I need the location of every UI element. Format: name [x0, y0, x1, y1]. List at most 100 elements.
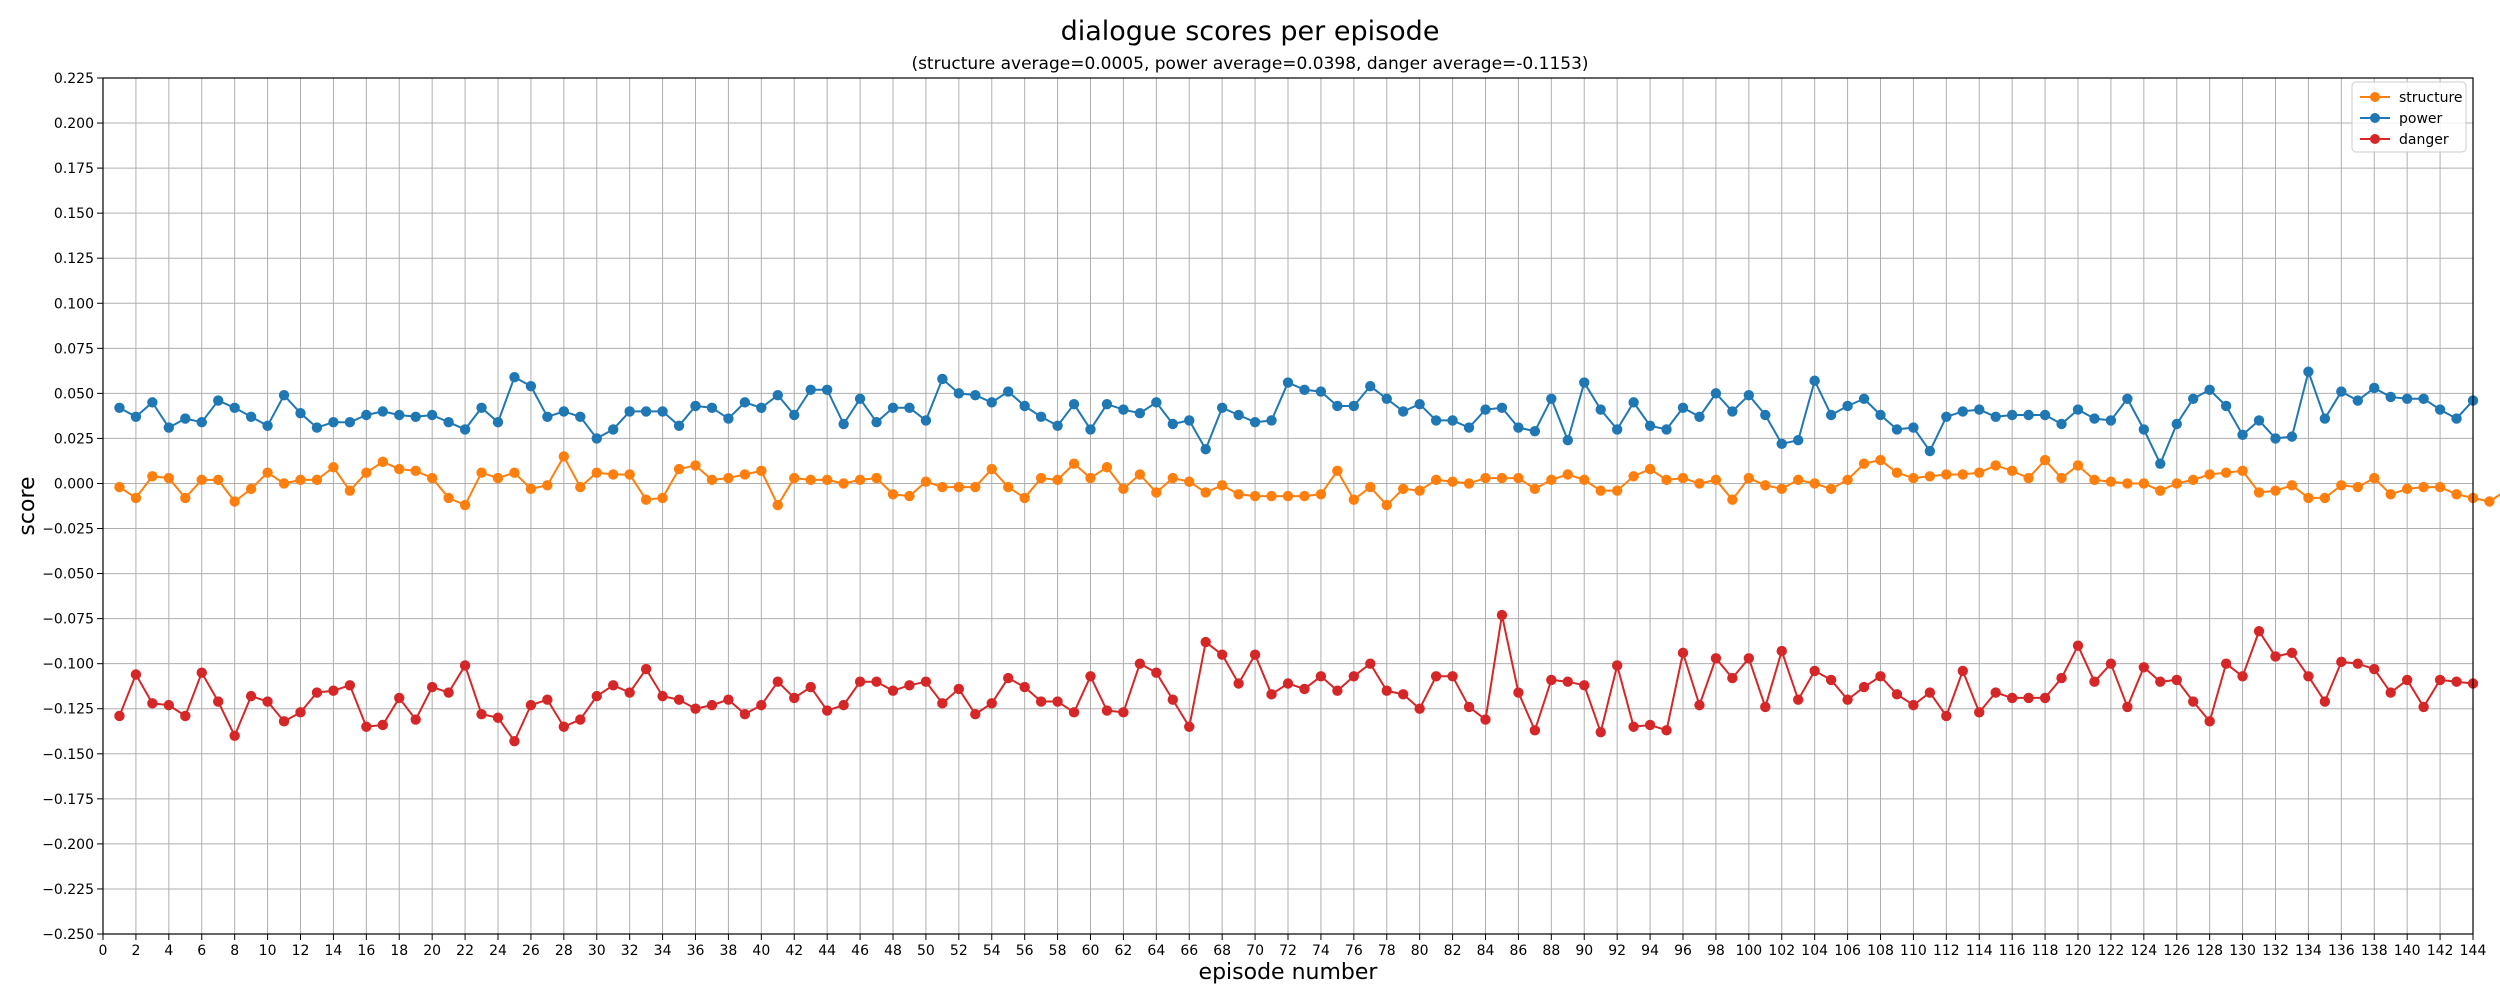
data-point-power: [196, 417, 207, 428]
x-tick-label: 20: [423, 943, 441, 959]
data-point-structure: [887, 489, 899, 500]
data-point-power: [1216, 402, 1228, 413]
data-point-power: [1661, 424, 1672, 435]
data-point-danger: [1891, 689, 1903, 700]
data-point-structure: [2023, 472, 2034, 484]
data-point-power: [2204, 384, 2215, 395]
data-point-danger: [2401, 674, 2413, 686]
data-point-structure: [1035, 472, 1047, 484]
data-point-power: [1793, 435, 1804, 446]
data-point-structure: [1562, 469, 1573, 480]
data-point-danger: [2138, 662, 2150, 673]
x-tick-label: 116: [1999, 943, 2026, 959]
data-point-danger: [130, 669, 142, 680]
x-tick-label: 46: [851, 943, 869, 959]
x-tick-label: 44: [818, 943, 836, 959]
data-point-structure: [394, 463, 405, 475]
data-point-danger: [887, 685, 899, 696]
data-point-danger: [1398, 689, 1409, 700]
data-point-power: [1628, 397, 1639, 408]
x-tick-label: 136: [2328, 943, 2355, 959]
data-point-power: [2188, 393, 2199, 404]
data-point-power: [1941, 411, 1952, 422]
data-point-structure: [2369, 472, 2380, 484]
data-point-danger: [970, 708, 981, 720]
data-point-structure: [377, 456, 388, 468]
data-point-structure: [2385, 489, 2396, 500]
data-point-structure: [1743, 472, 1755, 484]
series-line-power: [118, 370, 2474, 465]
data-point-structure: [575, 481, 586, 493]
data-point-structure: [1480, 472, 1491, 484]
data-point-power: [410, 411, 421, 422]
x-tick-label: 124: [2130, 943, 2157, 959]
series-power: [114, 366, 2479, 469]
data-point-structure: [509, 467, 520, 478]
data-point-danger: [1035, 696, 1047, 707]
x-tick-label: 52: [950, 943, 968, 959]
x-tick-label: 30: [588, 943, 606, 959]
x-tick-label: 36: [687, 943, 705, 959]
data-point-structure: [1315, 489, 1327, 500]
x-tick-label: 126: [2163, 943, 2190, 959]
data-point-structure: [2401, 483, 2413, 495]
data-point-power: [311, 422, 323, 433]
data-point-danger: [1019, 681, 1030, 693]
x-tick-label: 104: [1801, 943, 1828, 959]
data-point-structure: [937, 481, 948, 493]
data-point-danger: [1562, 676, 1573, 687]
data-point-power: [723, 413, 734, 424]
data-point-structure: [739, 469, 751, 480]
data-point-structure: [1908, 472, 1919, 484]
x-axis-label: episode number: [1199, 960, 1379, 985]
data-point-danger: [739, 708, 751, 720]
data-point-power: [772, 389, 783, 401]
data-point-danger: [2270, 651, 2281, 662]
data-point-danger: [1266, 689, 1277, 700]
data-point-power: [1233, 409, 1244, 421]
data-point-danger: [1184, 721, 1195, 732]
x-tick-label: 10: [259, 943, 277, 959]
x-tick-label: 114: [1966, 943, 1993, 959]
data-point-structure: [772, 499, 783, 511]
data-point-danger: [2286, 647, 2298, 659]
data-point-danger: [147, 698, 158, 709]
x-tick-label: 118: [2032, 943, 2059, 959]
data-point-structure: [328, 462, 339, 473]
y-tick-label: −0.125: [42, 702, 94, 718]
data-point-structure: [591, 467, 602, 478]
data-point-danger: [492, 712, 504, 723]
data-point-danger: [1052, 696, 1063, 707]
x-tick-label: 28: [555, 943, 573, 959]
data-point-danger: [575, 714, 586, 725]
y-tick-label: 0.200: [54, 116, 94, 132]
data-point-danger: [2122, 701, 2133, 713]
data-point-danger: [1348, 671, 1360, 682]
data-point-power: [1496, 402, 1508, 413]
data-point-structure: [147, 471, 158, 482]
data-point-power: [1480, 404, 1491, 415]
data-point-structure: [1085, 472, 1096, 484]
data-point-danger: [1513, 687, 1524, 698]
data-point-structure: [1595, 485, 1606, 496]
data-point-structure: [690, 460, 701, 471]
data-point-structure: [2434, 481, 2446, 493]
data-point-danger: [1793, 694, 1804, 705]
data-point-power: [1908, 422, 1919, 433]
y-tick-label: −0.225: [42, 882, 94, 898]
data-point-power: [2401, 393, 2413, 404]
data-point-danger: [1727, 672, 1738, 684]
data-point-structure: [1546, 474, 1557, 486]
data-point-structure: [410, 465, 421, 477]
data-point-structure: [1348, 494, 1360, 505]
data-point-danger: [1677, 647, 1689, 659]
legend-label-power: power: [2399, 111, 2443, 127]
data-point-structure: [2056, 472, 2067, 484]
legend-marker-danger: [2370, 134, 2380, 144]
legend-marker-power: [2370, 113, 2380, 123]
data-point-danger: [311, 687, 323, 698]
data-point-danger: [558, 721, 570, 732]
x-tick-label: 92: [1608, 943, 1626, 959]
data-point-power: [1398, 406, 1409, 417]
y-tick-label: −0.075: [42, 612, 94, 628]
